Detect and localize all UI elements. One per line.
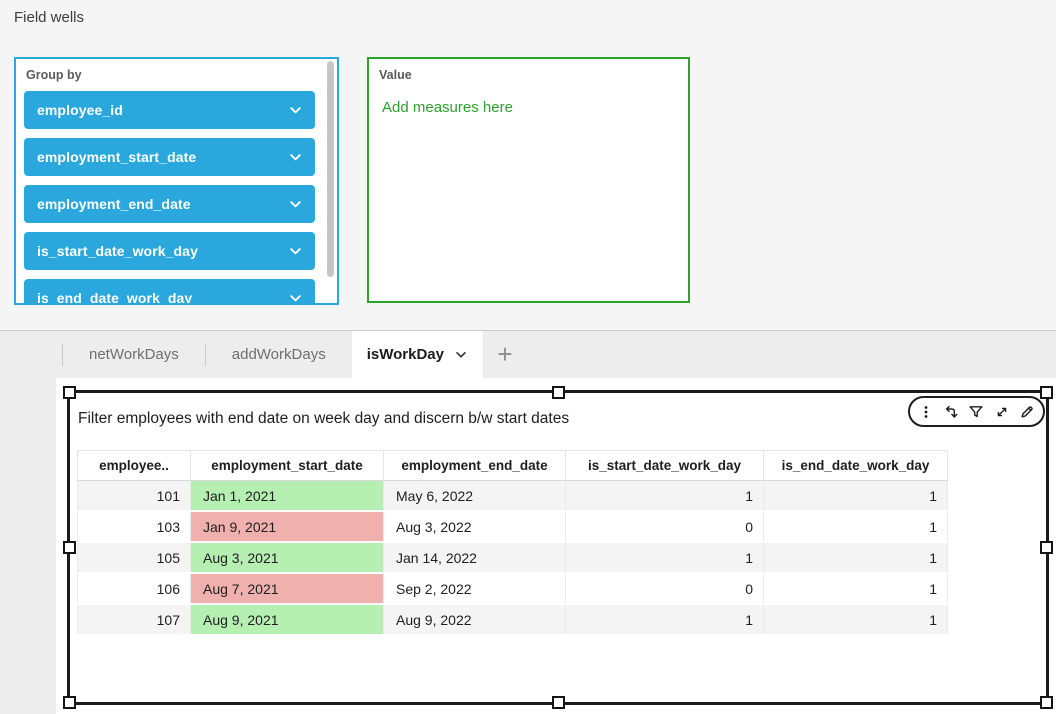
table-cell[interactable]: Aug 9, 2022 [383,604,566,636]
field-pill[interactable]: employment_start_date [24,138,315,176]
table-cell[interactable]: Aug 3, 2022 [383,511,566,543]
chevron-down-icon [290,153,301,160]
field-pill-label: employee_id [37,102,123,118]
sheet-tab-label: addWorkDays [231,346,326,363]
section-divider [0,330,1056,331]
resize-handle-mid-left[interactable] [63,541,76,554]
column-header[interactable]: employment_end_date [383,450,566,481]
resize-handle-top-left[interactable] [63,386,76,399]
table-cell[interactable]: Jan 14, 2022 [383,542,566,574]
table-header-row: employee.. employment_start_date employmen… [77,450,948,481]
chevron-down-icon [290,200,301,207]
table-cell[interactable]: Jan 9, 2021 [190,511,384,543]
value-empty-hint: Add measures here [382,99,513,116]
add-sheet-button[interactable]: + [497,339,513,369]
value-label: Value [379,68,412,82]
table-cell[interactable]: May 6, 2022 [383,480,566,512]
table-cell[interactable]: Aug 9, 2021 [190,604,384,636]
table-row: 106 Aug 7, 2021 Sep 2, 2022 0 1 [77,573,948,605]
table-cell[interactable]: 1 [565,604,764,636]
column-header[interactable]: employment_start_date [190,450,384,481]
field-pill-label: is_end_date_work_day [37,290,193,305]
field-pill[interactable]: is_end_date_work_day [24,279,315,305]
resize-handle-bottom-center[interactable] [551,696,565,709]
table-cell[interactable]: Aug 3, 2021 [190,542,384,574]
sheet-tab-list: netWorkDays addWorkDays isWorkDay [62,331,483,378]
table-cell[interactable]: 103 [77,511,191,543]
swap-vertical-icon[interactable] [942,402,960,422]
column-header[interactable]: is_end_date_work_day [763,450,948,481]
table-cell[interactable]: 1 [763,542,948,574]
resize-handle-top-right[interactable] [1040,386,1053,399]
table-row: 101 Jan 1, 2021 May 6, 2022 1 1 [77,480,948,512]
table-cell[interactable]: 101 [77,480,191,512]
column-header[interactable]: is_start_date_work_day [565,450,764,481]
sheet-tab-isWorkDay[interactable]: isWorkDay [351,331,483,378]
table-cell[interactable]: 1 [763,573,948,605]
filter-icon[interactable] [967,402,985,422]
field-pill-label: employment_start_date [37,149,197,165]
table-row: 103 Jan 9, 2021 Aug 3, 2022 0 1 [77,511,948,543]
table-cell[interactable]: 105 [77,542,191,574]
table-cell[interactable]: 1 [763,511,948,543]
chevron-down-icon [290,294,301,301]
table-cell[interactable]: 0 [565,511,764,543]
resize-handle-top-center[interactable] [551,386,565,399]
resize-handle-bottom-right[interactable] [1040,696,1053,709]
table-cell[interactable]: 1 [565,480,764,512]
table-cell[interactable]: 1 [763,604,948,636]
visual-toolbar [908,396,1045,427]
table-body: 101 Jan 1, 2021 May 6, 2022 1 1 103 Jan 9, 202… [77,480,948,636]
field-pill[interactable]: employment_end_date [24,185,315,223]
table-cell[interactable]: 1 [763,480,948,512]
field-pill-label: employment_end_date [37,196,191,212]
table-cell[interactable]: 0 [565,573,764,605]
sheet-tab-bar: netWorkDays addWorkDays isWorkDay + [56,331,527,378]
group-by-pill-list: employee_id employment_start_date employ… [16,91,337,305]
field-wells-heading: Field wells [14,9,85,26]
group-by-label: Group by [26,68,82,82]
group-by-well[interactable]: Group by employee_id employment_start_da… [14,57,339,305]
maximize-icon[interactable] [993,402,1011,422]
sheet-tab-netWorkDays[interactable]: netWorkDays [63,331,205,378]
field-pill[interactable]: is_start_date_work_day [24,232,315,270]
table-cell[interactable]: Aug 7, 2021 [190,573,384,605]
tab-separator [204,343,206,366]
chevron-down-icon [456,351,466,358]
chevron-down-icon [290,106,301,113]
column-header[interactable]: employee.. [77,450,191,481]
table-row: 105 Aug 3, 2021 Jan 14, 2022 1 1 [77,542,948,574]
table-cell[interactable]: 106 [77,573,191,605]
table-cell[interactable]: 1 [565,542,764,574]
field-pill-label: is_start_date_work_day [37,243,198,259]
field-pill[interactable]: employee_id [24,91,315,129]
table-cell[interactable]: 107 [77,604,191,636]
value-well[interactable]: Value Add measures here [367,57,690,303]
visual-title[interactable]: Filter employees with end date on week d… [78,410,570,427]
table-cell[interactable]: Jan 1, 2021 [190,480,384,512]
scrollbar-thumb[interactable] [327,61,334,277]
table-row: 107 Aug 9, 2021 Aug 9, 2022 1 1 [77,604,948,636]
edit-icon[interactable] [1018,402,1036,422]
sheet-tab-label: netWorkDays [89,346,179,363]
menu-icon[interactable] [917,402,935,422]
chevron-down-icon [290,247,301,254]
table-cell[interactable]: Sep 2, 2022 [383,573,566,605]
tab-separator [62,343,63,366]
resize-handle-mid-right[interactable] [1040,541,1053,554]
resize-handle-bottom-left[interactable] [63,696,76,709]
sheet-tab-label: isWorkDay [366,346,444,363]
table-visual: employee.. employment_start_date employmen… [77,450,948,636]
sheet-tab-addWorkDays[interactable]: addWorkDays [206,331,352,378]
